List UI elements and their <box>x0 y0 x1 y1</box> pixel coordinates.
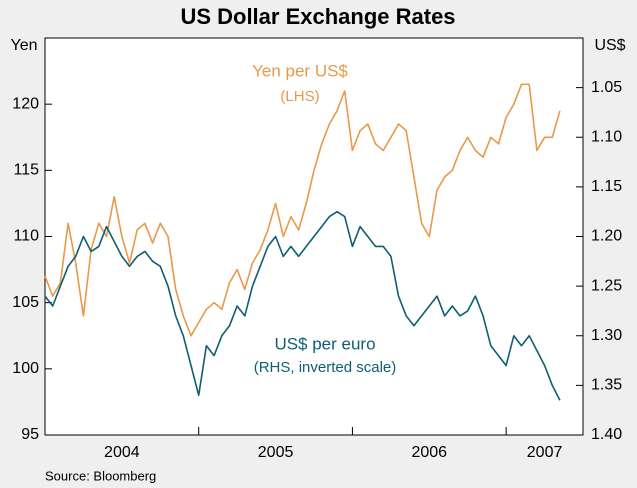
y2-axis-label: US$ <box>594 37 625 54</box>
series-line <box>44 83 561 337</box>
y-axis-label: Yen <box>11 37 38 54</box>
annotation: (LHS) <box>280 88 319 105</box>
series-line <box>44 210 561 401</box>
y-tick-label: 115 <box>13 162 39 179</box>
y2-tick-label: 1.35 <box>591 377 622 394</box>
annotation: Yen per US$ <box>252 61 348 80</box>
x-tick-label: 2007 <box>527 444 563 461</box>
x-tick-label: 2005 <box>258 444 294 461</box>
y-tick-label: 100 <box>12 360 39 377</box>
y2-tick-label: 1.40 <box>591 426 622 443</box>
x-tick-label: 2006 <box>411 444 447 461</box>
y-tick-label: 110 <box>13 228 39 245</box>
y2-tick-label: 1.20 <box>591 228 622 245</box>
y2-tick-label: 1.25 <box>591 277 622 294</box>
annotation: (RHS, inverted scale) <box>254 359 397 376</box>
y-tick-label: 120 <box>12 95 39 112</box>
y-tick-label: 105 <box>12 294 39 311</box>
source: Source: Bloomberg <box>45 468 156 483</box>
y2-tick-label: 1.10 <box>591 128 622 145</box>
chart-title: US Dollar Exchange Rates <box>180 4 455 29</box>
y2-tick-label: 1.15 <box>591 178 622 195</box>
annotation: US$ per euro <box>274 334 375 353</box>
y2-tick-label: 1.30 <box>591 327 622 344</box>
y-tick-label: 95 <box>21 426 39 443</box>
y2-tick-label: 1.05 <box>591 79 622 96</box>
x-tick-label: 2004 <box>104 444 140 461</box>
